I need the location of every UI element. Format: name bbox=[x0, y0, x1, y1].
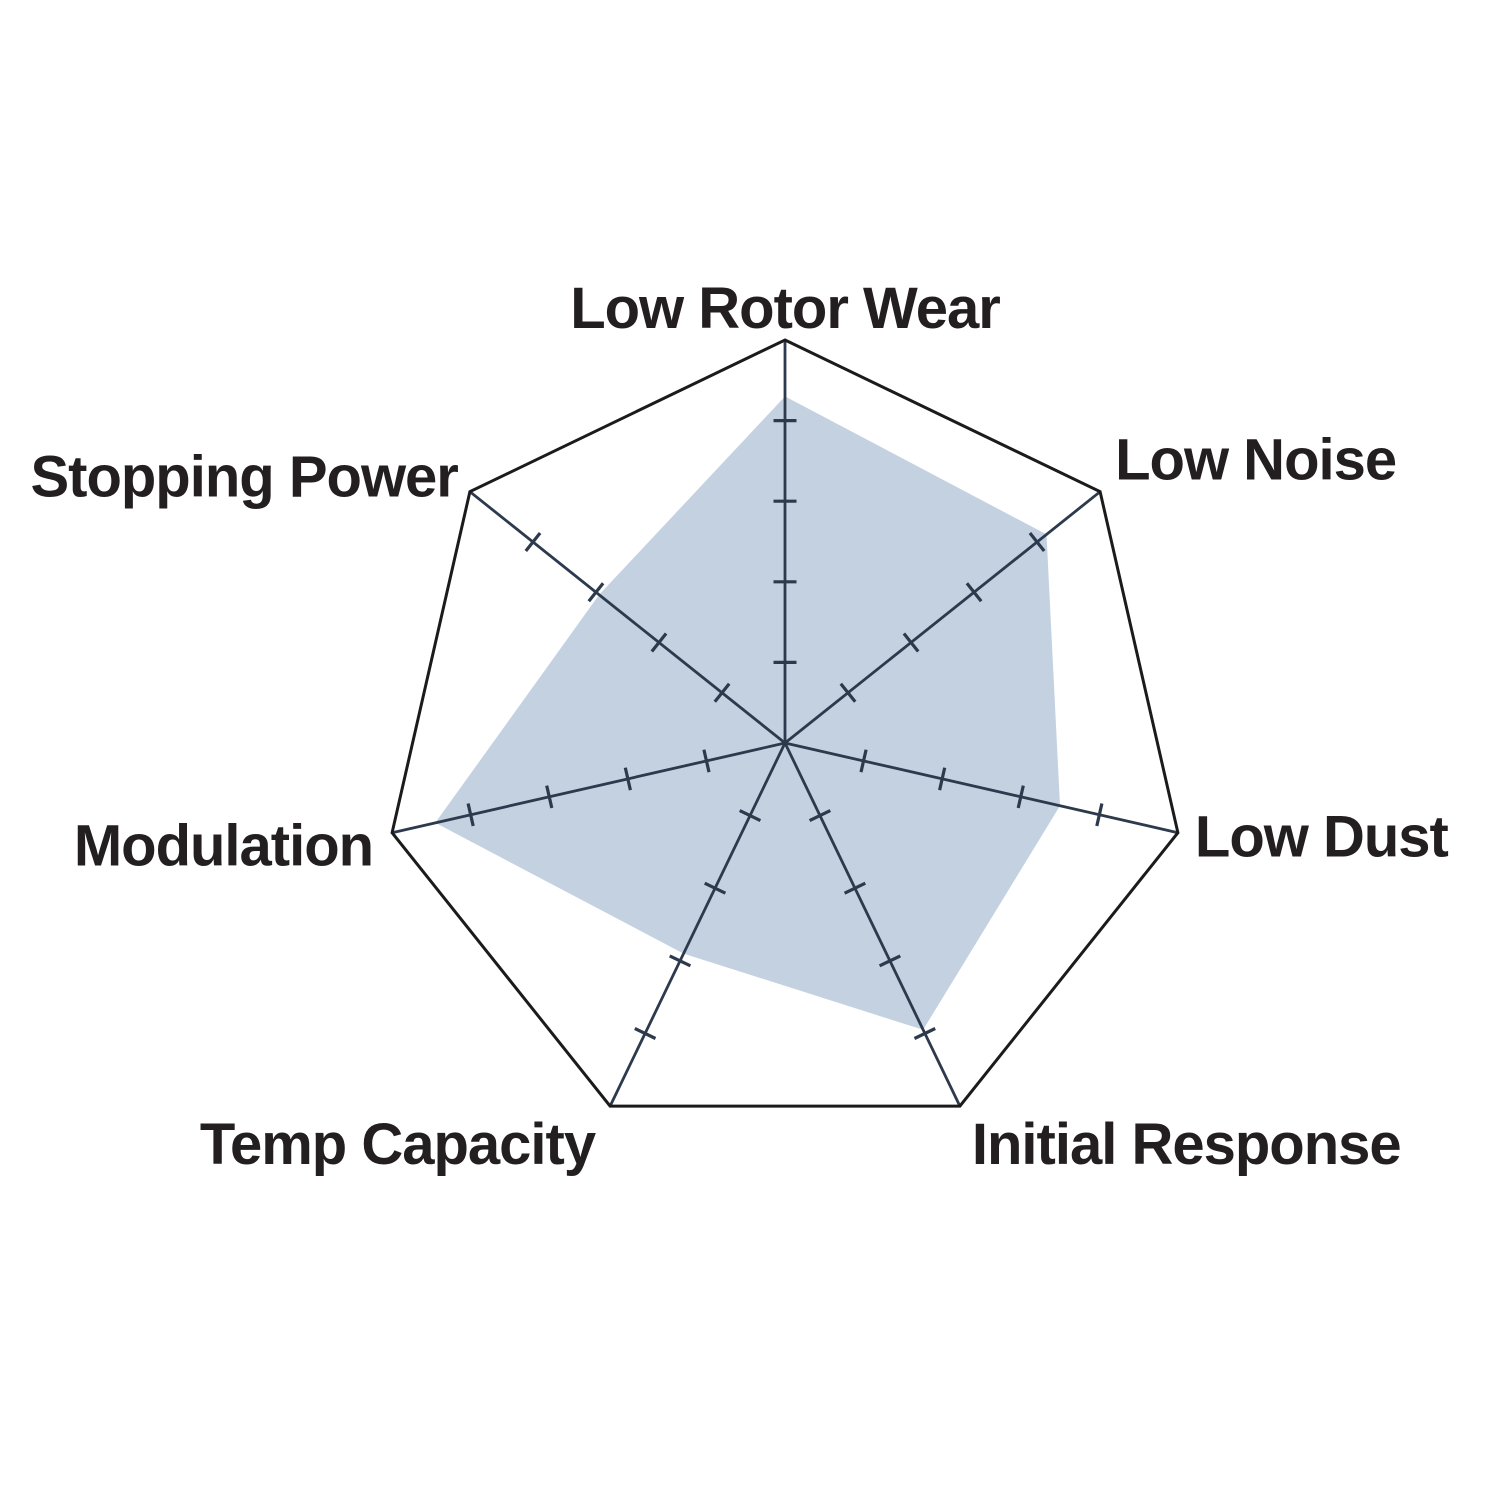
axis-spoke bbox=[783, 742, 962, 1107]
tick-mark bbox=[902, 632, 920, 653]
axis-label: Low Dust bbox=[1195, 805, 1449, 870]
axis-label: Modulation bbox=[74, 814, 373, 879]
tick-mark bbox=[965, 582, 983, 603]
tick-mark bbox=[623, 767, 632, 791]
tick-mark bbox=[466, 803, 475, 827]
axis-spoke bbox=[391, 741, 786, 835]
axis-label: Low Noise bbox=[1115, 428, 1396, 493]
tick-mark bbox=[1095, 803, 1104, 827]
tick-mark bbox=[739, 809, 762, 823]
tick-mark bbox=[839, 682, 857, 703]
tick-mark bbox=[524, 532, 542, 552]
tick-mark bbox=[713, 682, 731, 703]
axis-spoke bbox=[784, 490, 1101, 745]
tick-mark bbox=[859, 749, 868, 773]
tick-mark bbox=[938, 767, 947, 791]
axis-label: Temp Capacity bbox=[200, 1112, 596, 1177]
tick-mark bbox=[587, 582, 605, 603]
tick-mark bbox=[878, 954, 901, 968]
axis-spoke bbox=[608, 742, 787, 1107]
axis-spoke bbox=[469, 490, 786, 745]
tick-mark bbox=[704, 881, 727, 895]
tick-mark bbox=[669, 954, 692, 968]
axis-label: Low Rotor Wear bbox=[570, 276, 1000, 341]
tick-mark bbox=[634, 1027, 657, 1040]
tick-mark bbox=[650, 632, 668, 653]
tick-mark bbox=[808, 809, 831, 823]
tick-mark bbox=[702, 749, 711, 773]
tick-mark bbox=[913, 1027, 936, 1040]
chart-outline bbox=[390, 338, 1180, 1108]
tick-mark bbox=[1016, 785, 1025, 809]
tick-mark bbox=[843, 881, 866, 895]
tick-mark bbox=[1028, 532, 1046, 552]
axis-spoke bbox=[784, 741, 1179, 835]
tick-mark bbox=[545, 785, 554, 809]
axis-label: Stopping Power bbox=[30, 445, 458, 510]
axis-label: Initial Response bbox=[972, 1112, 1401, 1177]
